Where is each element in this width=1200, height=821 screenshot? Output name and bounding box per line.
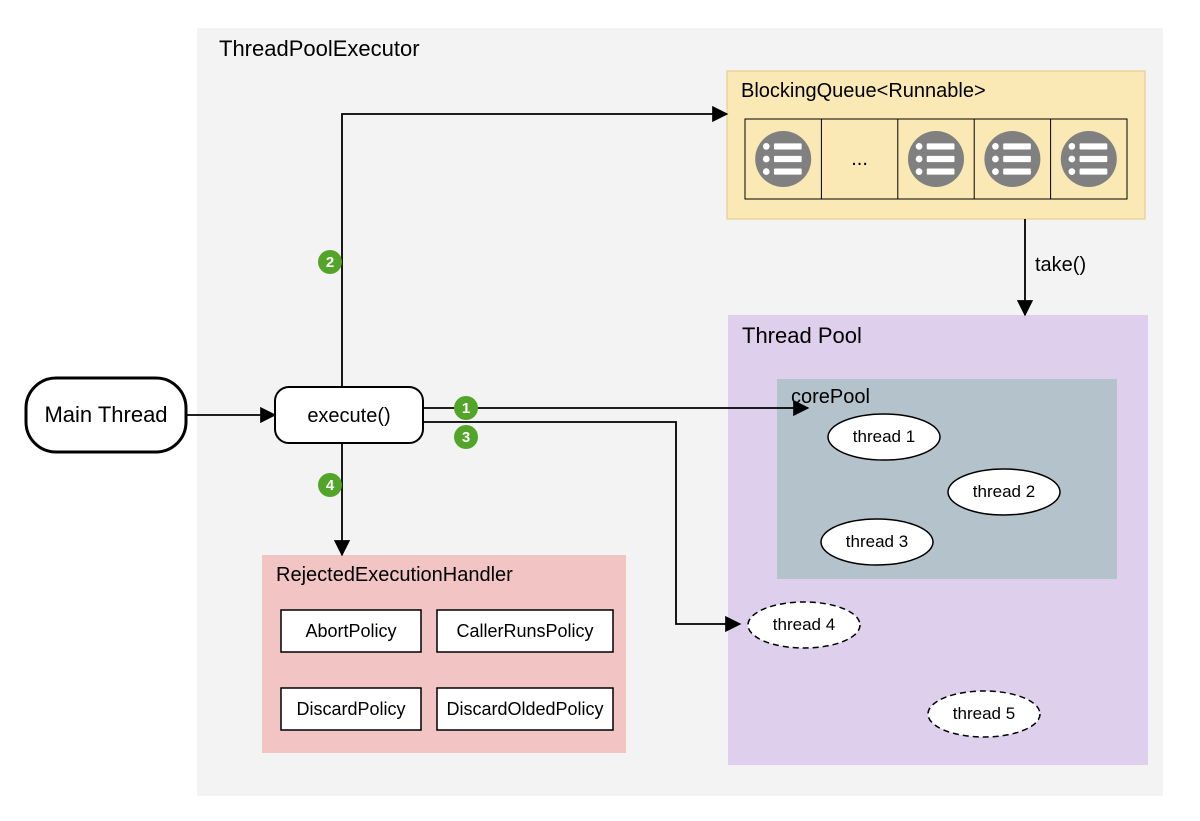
step-badge-2-label: 2: [326, 254, 334, 271]
execute-label: execute(): [307, 405, 390, 427]
task-icon: [908, 131, 964, 187]
step-badge-4-label: 4: [326, 477, 335, 494]
core-pool-title: corePool: [791, 386, 870, 408]
extra-thread-label: thread 5: [953, 704, 1015, 723]
task-icon: [984, 131, 1040, 187]
policy-label: DiscardPolicy: [296, 699, 405, 719]
thread-pool-title: Thread Pool: [742, 323, 862, 348]
task-icon: [755, 131, 811, 187]
step-badge-1-label: 1: [462, 400, 470, 417]
threadpoolexecutor-title: ThreadPoolExecutor: [219, 36, 420, 61]
core-thread-label: thread 3: [846, 532, 908, 551]
core-thread-label: thread 2: [973, 482, 1035, 501]
main-thread-label: Main Thread: [44, 402, 167, 427]
blocking-queue-title: BlockingQueue<Runnable>: [741, 80, 986, 102]
step-badge-3-label: 3: [462, 429, 470, 446]
task-icon: [1061, 131, 1117, 187]
take-label: take(): [1035, 254, 1086, 276]
rejected-handler-title: RejectedExecutionHandler: [276, 564, 513, 586]
core-thread-label: thread 1: [853, 427, 915, 446]
policy-label: DiscardOldedPolicy: [446, 699, 603, 719]
policy-label: AbortPolicy: [305, 621, 396, 641]
extra-thread-label: thread 4: [773, 615, 835, 634]
queue-ellipsis: ...: [851, 148, 868, 170]
policy-label: CallerRunsPolicy: [456, 621, 593, 641]
